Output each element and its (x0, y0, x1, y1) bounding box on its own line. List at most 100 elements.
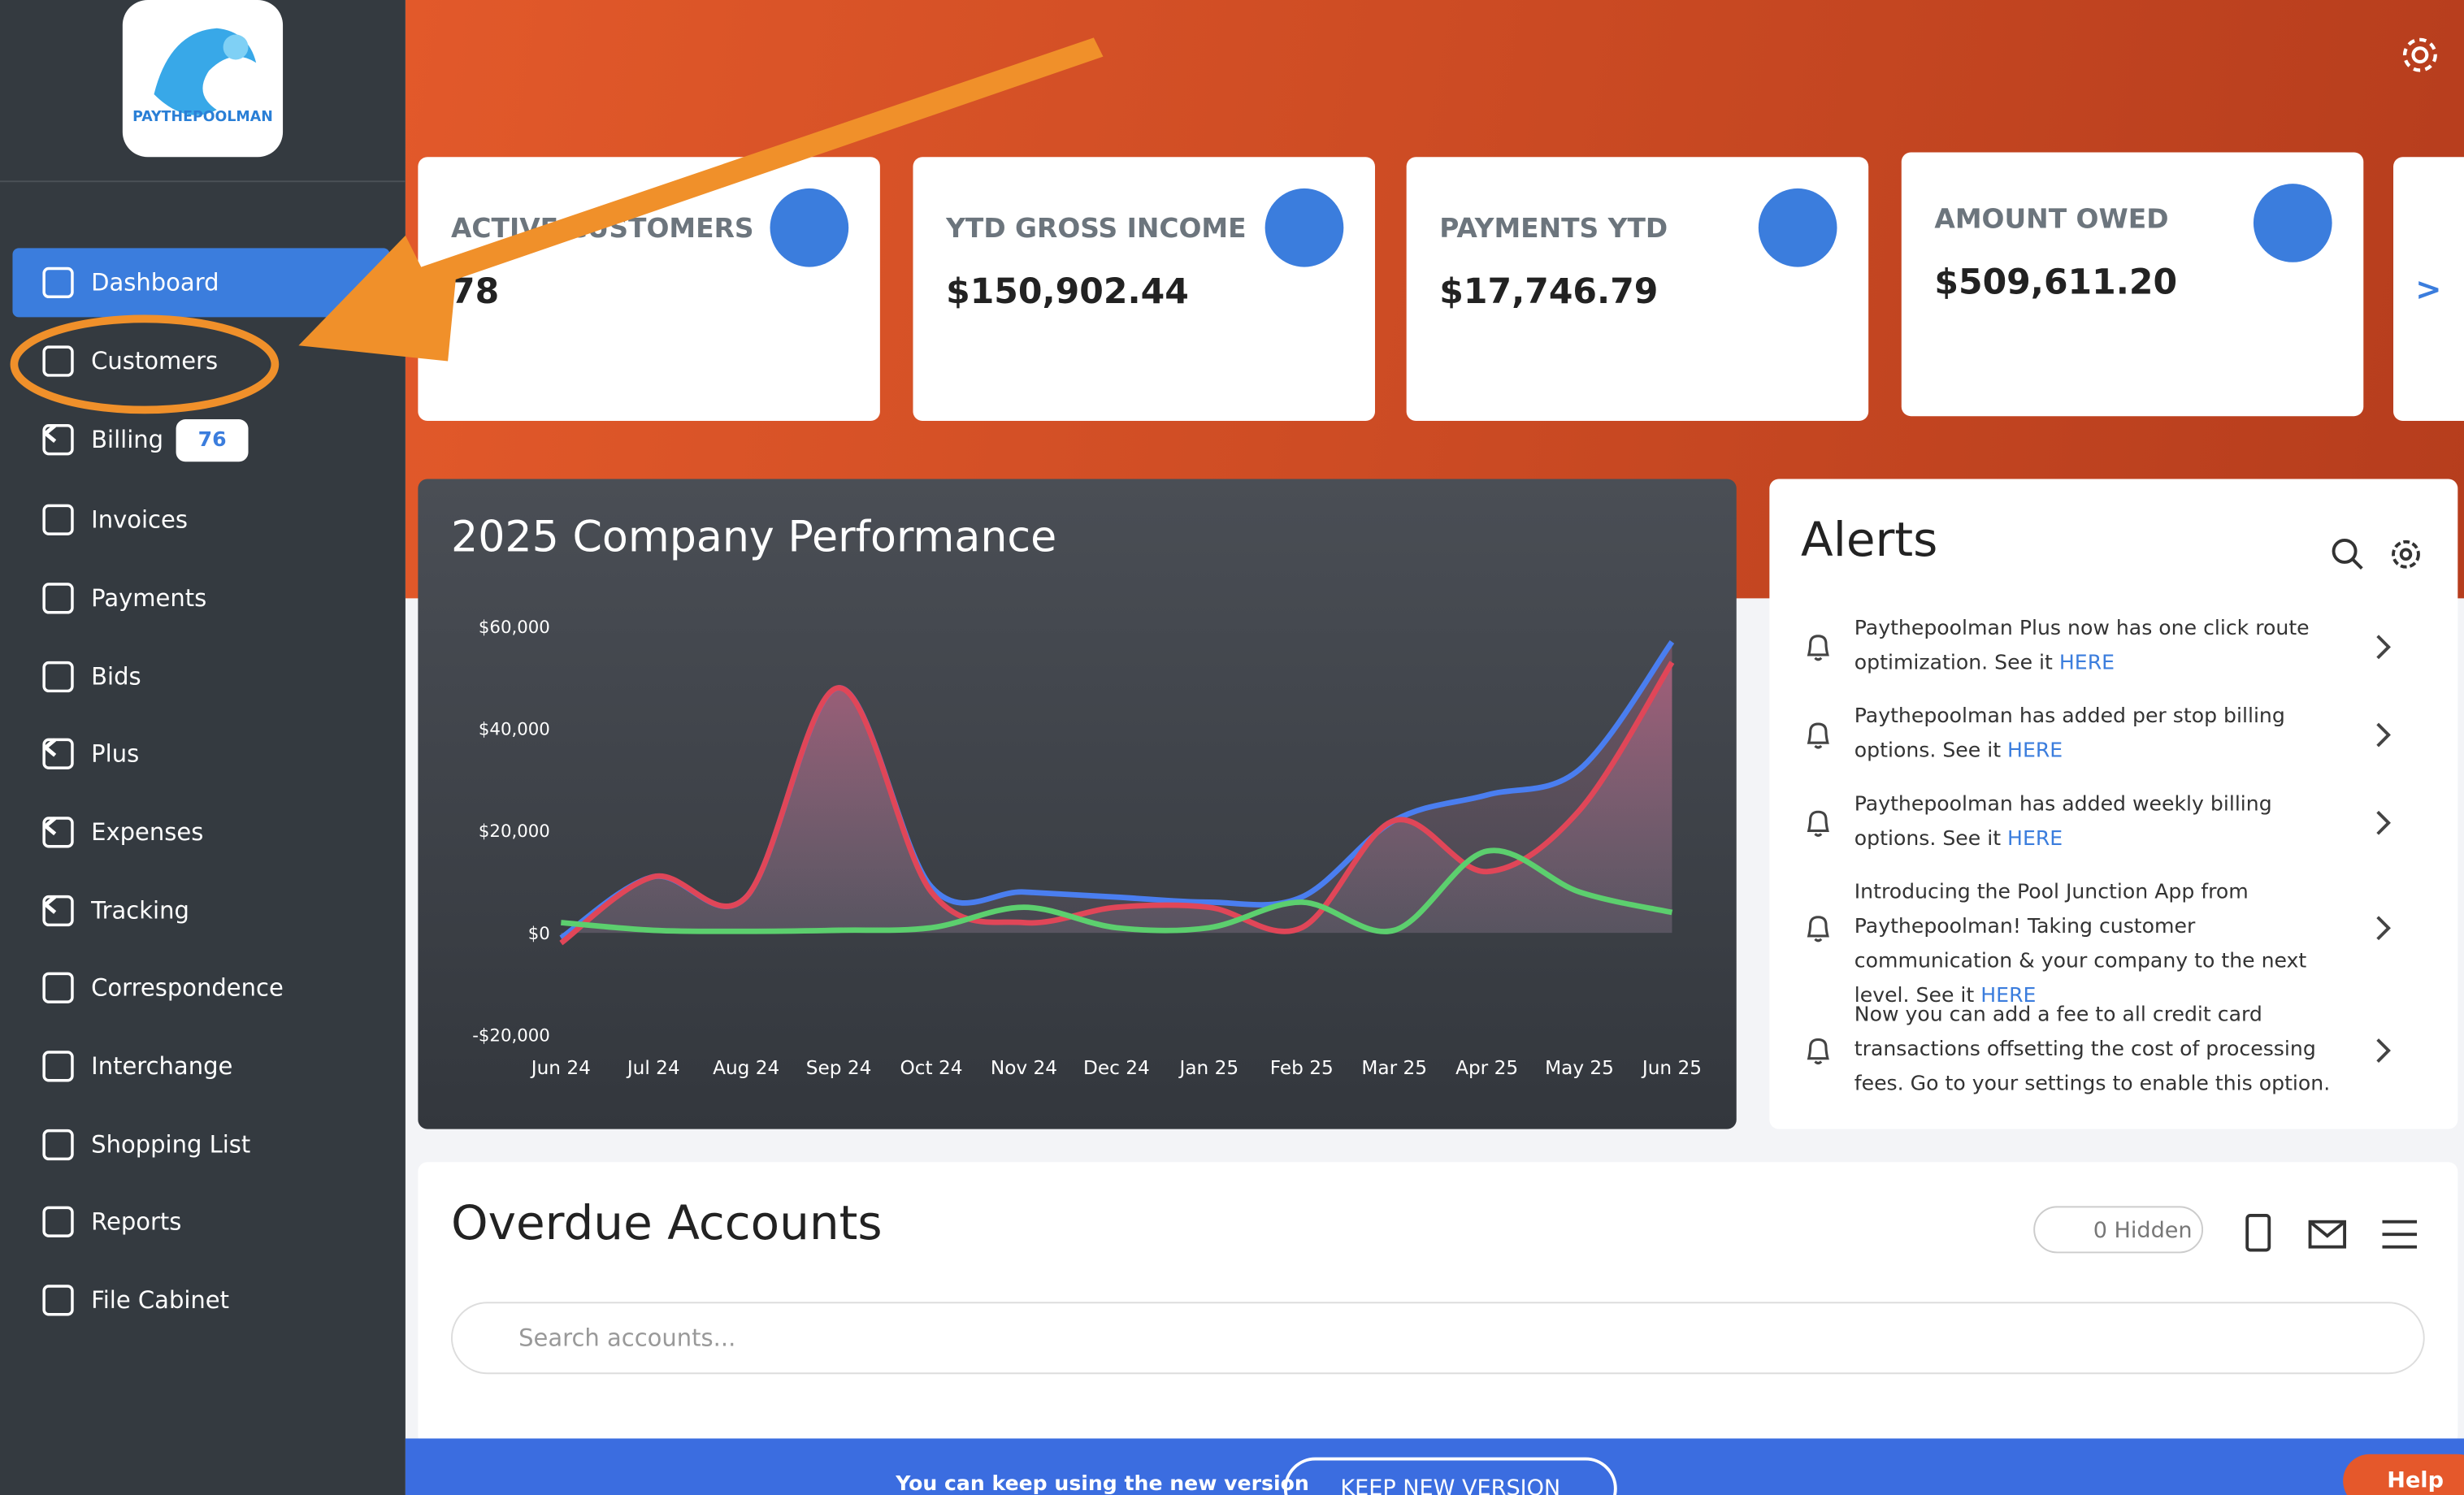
x-tick-label: Jan 25 (1178, 1057, 1239, 1079)
x-tick-label: May 25 (1545, 1057, 1614, 1079)
chevron[interactable] (2373, 721, 2395, 749)
card-icon (2253, 184, 2332, 262)
alert-link[interactable]: HERE (1980, 984, 2037, 1008)
card-title: YTD GROSS INCOME (946, 213, 1247, 245)
bell-icon (1807, 916, 1829, 942)
stat-card[interactable]: AMOUNT OWED $509,611.20 (1901, 152, 2364, 417)
nav-item[interactable]: Expenses (12, 798, 389, 867)
card-title: ACTIVE CUSTOMERS (450, 213, 754, 245)
overdue-card: Overdue Accounts 0 Hidden Search account… (418, 1162, 2458, 1445)
nav-icon (42, 424, 74, 456)
alert-item[interactable]: Now you can add a fee to all credit card… (1855, 999, 2358, 1103)
nav-icon (42, 266, 74, 299)
card-icon (770, 188, 849, 267)
nav-item[interactable]: Customers (12, 327, 389, 396)
nav-label: Tracking (91, 896, 189, 925)
x-tick-label: Apr 25 (1455, 1057, 1518, 1079)
logo-text: PAYTHEPOOLMAN (132, 110, 273, 126)
nav-icon (42, 972, 74, 1003)
area (561, 662, 1672, 943)
chart-card: 2025 Company Performance -$20,000 $0 $20,0… (418, 479, 1737, 1129)
nav-label: File Cabinet (91, 1285, 230, 1315)
alert-text: Paythepoolman has added per stop billing… (1854, 704, 2285, 764)
nav-item[interactable]: File Cabinet (12, 1266, 389, 1335)
bell-icon (1807, 722, 1829, 749)
alert-link[interactable]: HERE (2007, 827, 2063, 852)
alert-item[interactable]: Paythepoolman has added per stop billing… (1855, 700, 2358, 769)
x-tick-label: Dec 24 (1083, 1057, 1150, 1079)
y-tick-label: $0 (528, 924, 550, 944)
x-tick-label: Nov 24 (991, 1057, 1057, 1079)
stat-card[interactable]: PAYMENTS YTD $17,746.79 (1406, 157, 1869, 421)
chevron[interactable] (2373, 1037, 2395, 1065)
card-icon (1265, 188, 1344, 267)
alerts-card: Alerts (1769, 479, 2458, 1129)
nav-item[interactable]: Shopping List (12, 1110, 389, 1179)
nav-label: Customers (91, 347, 219, 375)
help-button[interactable]: Help (2343, 1454, 2464, 1495)
nav-item[interactable]: Interchange (12, 1032, 389, 1101)
nav-item[interactable]: Tracking (12, 877, 389, 946)
logo-mark (154, 28, 257, 115)
nav-label: Expenses (91, 817, 204, 847)
nav-label: Bids (91, 662, 141, 691)
nav-item[interactable]: Plus (12, 719, 389, 788)
nav-icon (42, 661, 74, 693)
bell-icon (1807, 810, 1829, 837)
banner: You can keep using the new version KEEP … (405, 1438, 2464, 1495)
alert-text: Paythepoolman Plus now has one click rou… (1854, 617, 2310, 676)
alert-item[interactable]: Paythepoolman Plus now has one click rou… (1855, 613, 2358, 682)
hidden-toggle[interactable]: 0 Hidden (2033, 1206, 2204, 1254)
nav-label: Dashboard (91, 268, 219, 297)
alert-text: Introducing the Pool Junction App from P… (1854, 881, 2307, 1008)
settings-icon[interactable] (2387, 535, 2424, 573)
nav-label: Correspondence (91, 973, 284, 1003)
nav-item[interactable]: Billing 76 (12, 405, 389, 474)
nav-label: Reports (91, 1207, 182, 1237)
search-icon[interactable] (2329, 535, 2366, 573)
nav-item[interactable]: Reports (12, 1187, 389, 1256)
nav-item[interactable]: Payments (12, 564, 389, 633)
stat-card[interactable]: YTD GROSS INCOME $150,902.44 (913, 157, 1375, 421)
nav-item[interactable]: Dashboard (12, 248, 390, 318)
card-value: $17,746.79 (1439, 273, 1659, 313)
chevron (42, 738, 57, 757)
alert-item[interactable]: Paythepoolman has added weekly billing o… (1855, 788, 2358, 857)
nav-item[interactable]: Correspondence (12, 953, 389, 1022)
x-tick-label: Feb 25 (1270, 1057, 1334, 1079)
banner-text: You can keep using the new version (896, 1472, 1309, 1495)
nav-icon (42, 1285, 74, 1316)
nav-item[interactable]: Invoices (12, 485, 389, 554)
line (559, 661, 1675, 946)
stat-card[interactable]: > (2393, 157, 2464, 421)
card-value: 78 (450, 273, 500, 313)
chevron[interactable] (2373, 633, 2395, 661)
chevron (42, 817, 57, 836)
toolbar-icons[interactable] (2241, 1212, 2461, 1256)
chevron[interactable] (2373, 808, 2395, 837)
settings-icon[interactable] (2400, 35, 2440, 76)
nav-item[interactable]: Bids (12, 643, 389, 712)
chevron[interactable] (2373, 914, 2395, 942)
alert-link[interactable]: HERE (2007, 739, 2063, 764)
search-input[interactable]: Search accounts... (450, 1302, 2425, 1375)
bell-icon (1807, 635, 1829, 661)
card-value: $509,611.20 (1934, 263, 2178, 304)
nav-label: Billing (91, 425, 164, 454)
logo: PAYTHEPOOLMAN (122, 0, 284, 158)
x-tick-label: Oct 24 (900, 1057, 963, 1079)
nav-icon (42, 738, 74, 769)
x-tick-label: Jun 24 (530, 1057, 591, 1079)
next-arrow[interactable]: > (2415, 270, 2442, 308)
nav-label: Plus (91, 739, 140, 769)
card-value: $150,902.44 (946, 273, 1189, 313)
nav-badge: 76 (176, 418, 249, 462)
y-tick-label: $60,000 (479, 618, 550, 638)
alert-item[interactable]: Introducing the Pool Junction App from P… (1855, 877, 2358, 1015)
nav-icon (42, 895, 74, 927)
nav-label: Interchange (91, 1051, 233, 1081)
stat-card[interactable]: ACTIVE CUSTOMERS 78 (418, 157, 880, 421)
alert-link[interactable]: HERE (2058, 652, 2115, 676)
keep-button[interactable]: KEEP NEW VERSION (1283, 1457, 1617, 1495)
